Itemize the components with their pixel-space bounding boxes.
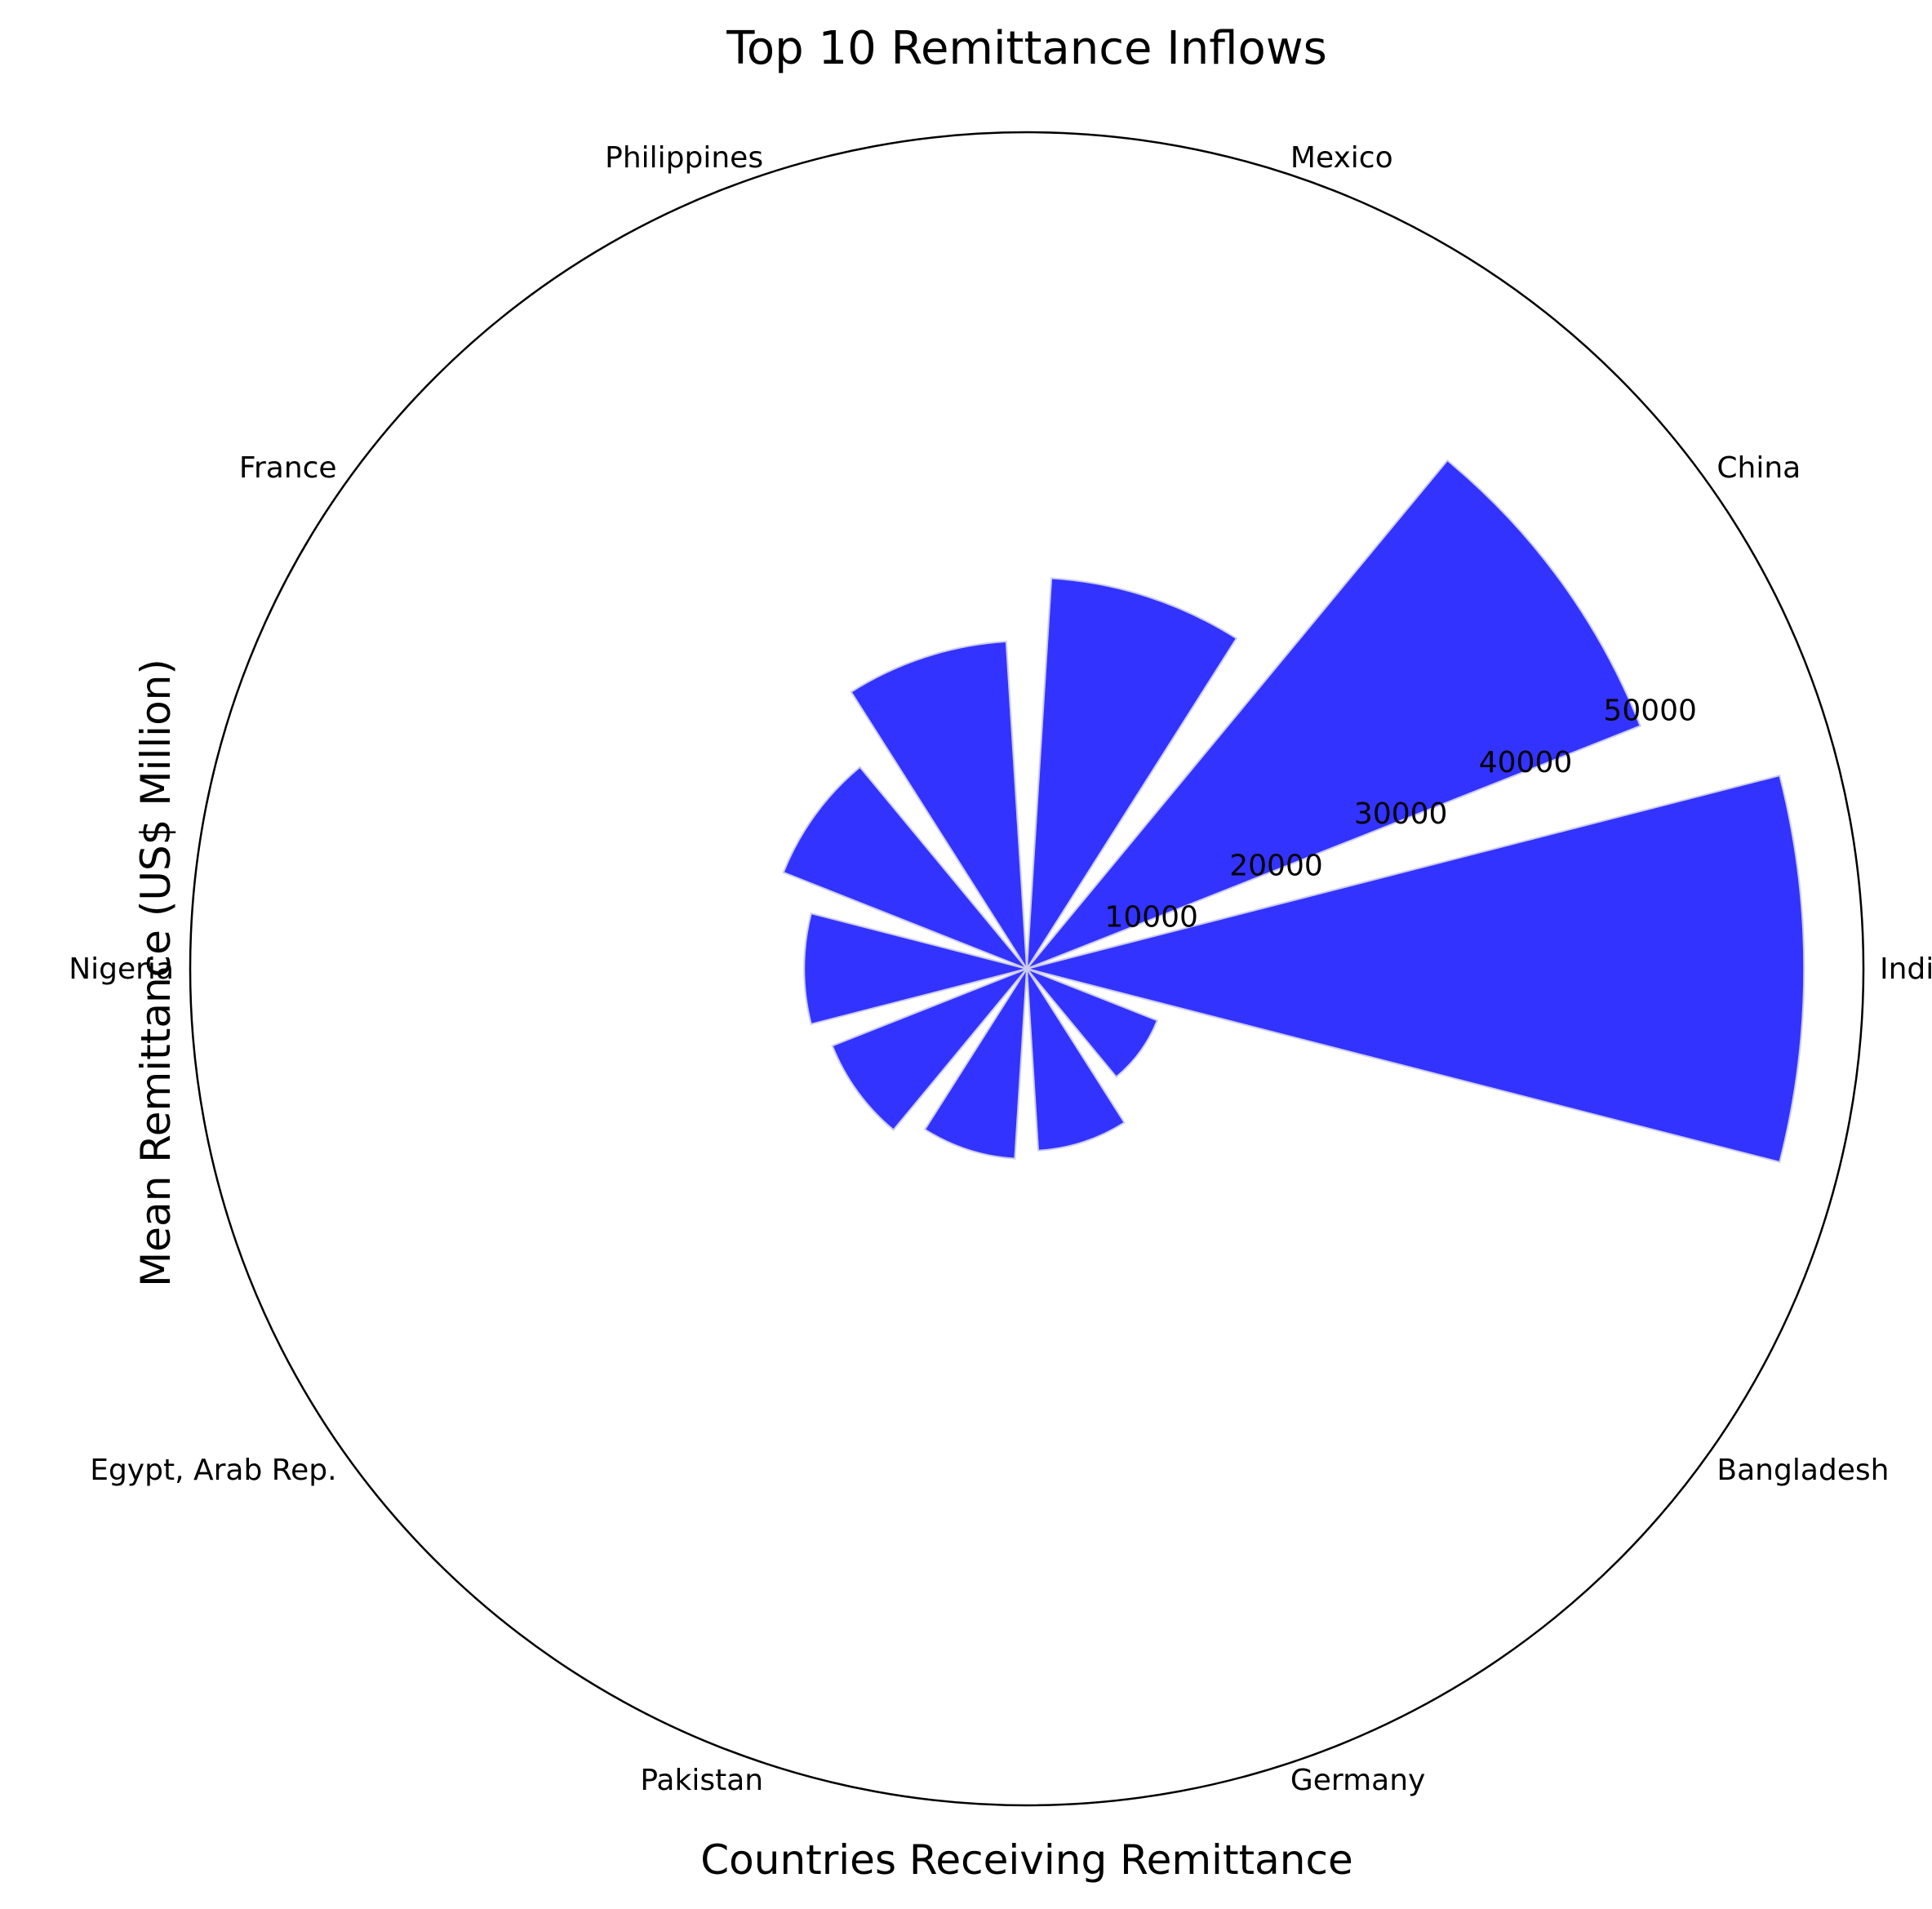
radial-tick-label: 50000 <box>1603 695 1697 728</box>
y-axis-label: Mean Remittance (US$ Million) <box>132 659 180 1287</box>
bar-mexico <box>1026 577 1238 970</box>
polar-outer-frame <box>189 131 1865 1807</box>
radial-tick-label: 40000 <box>1479 746 1573 779</box>
radial-tick-label: 30000 <box>1354 797 1448 831</box>
radial-tick-label: 20000 <box>1229 850 1323 883</box>
bar-france <box>782 766 1028 970</box>
category-label: Pakistan <box>640 1764 763 1797</box>
category-label: India <box>1880 952 1932 986</box>
category-label: Philippines <box>605 141 763 175</box>
bar-china <box>1026 459 1641 970</box>
bar-egypt-arab-rep <box>831 968 1028 1131</box>
bar-nigeria <box>803 912 1028 1026</box>
category-label: Mexico <box>1290 141 1393 175</box>
category-label: Egypt, Arab Rep. <box>90 1454 336 1487</box>
category-labels: India China Mexico Philippines France Nigeria… <box>69 141 1932 1797</box>
bar-india <box>1026 774 1805 1164</box>
category-label: China <box>1717 451 1801 485</box>
bar-pakistan <box>923 968 1028 1160</box>
category-label: Nigeria <box>69 952 174 986</box>
radial-tick-labels: 10000 20000 30000 40000 50000 <box>1104 695 1697 935</box>
bars-layer <box>782 459 1805 1164</box>
category-label: France <box>239 451 337 485</box>
bar-germany <box>1026 968 1126 1152</box>
radial-tick-label: 10000 <box>1104 901 1198 935</box>
x-axis-label: Countries Receiving Remittance <box>700 1836 1353 1884</box>
category-label: Germany <box>1290 1764 1425 1797</box>
bar-bangladesh <box>1026 968 1159 1078</box>
bar-philippines <box>850 640 1028 970</box>
category-label: Bangladesh <box>1717 1454 1889 1487</box>
chart-title: Top 10 Remittance Inflows <box>726 22 1327 75</box>
